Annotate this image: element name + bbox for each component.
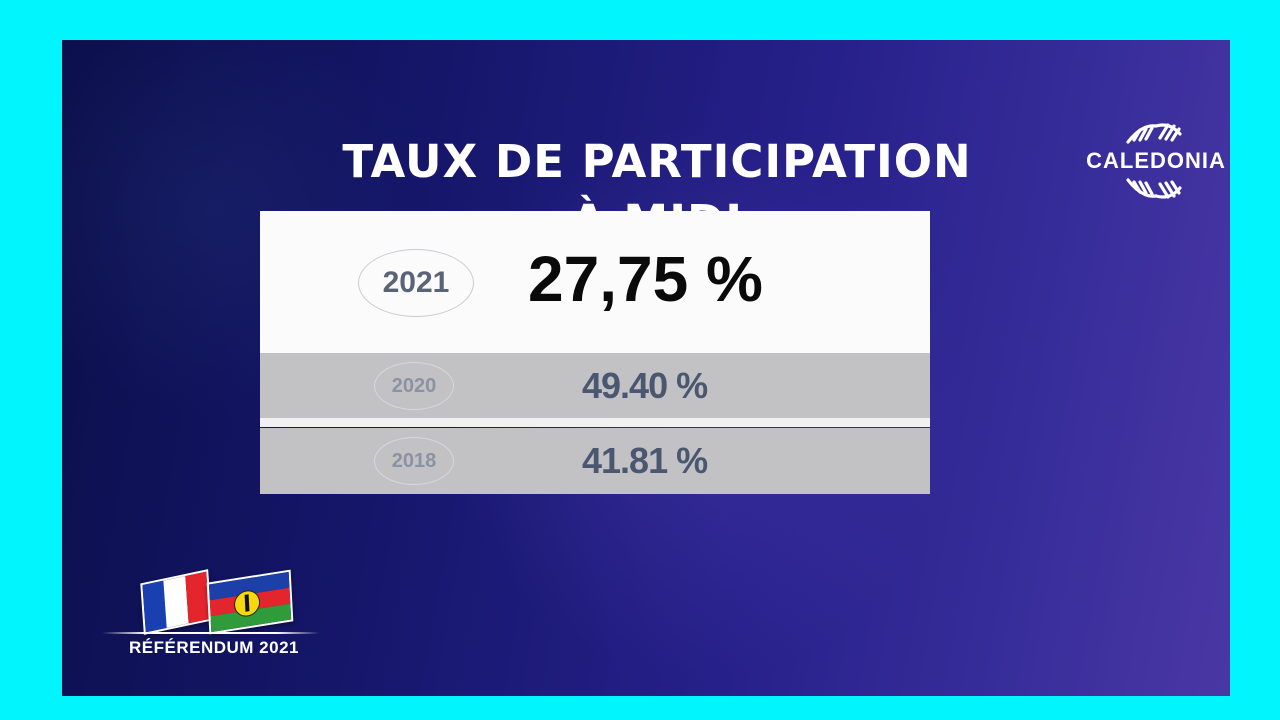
participation-table: 2021 27,75 % 2020 49.40 % 2018 41.81 % [260, 211, 930, 494]
france-flag-icon [140, 569, 212, 635]
table-row-2020: 2020 49.40 % [260, 353, 930, 419]
year-pill: 2020 [374, 362, 454, 410]
turnout-value: 41.81 % [582, 440, 708, 481]
logo-text: CALEDONIA [1086, 148, 1226, 173]
referendum-badge: RÉFÉRENDUM 2021 [102, 569, 322, 670]
year-pill: 2021 [358, 249, 474, 317]
title-line-1: TAUX DE PARTICIPATION [342, 135, 972, 188]
divider [102, 632, 320, 634]
turnout-value: 27,75 % [528, 243, 763, 315]
table-row-2021: 2021 27,75 % [260, 211, 930, 353]
table-row-2018: 2018 41.81 % [260, 428, 930, 494]
caledonia-logo: CALEDONIA [1076, 112, 1230, 208]
logo-bottom-mark-icon [1126, 178, 1182, 199]
year-pill: 2018 [374, 437, 454, 485]
turnout-value: 49.40 % [582, 365, 708, 406]
new-caledonia-flag-icon [206, 569, 294, 635]
row-separator [260, 418, 930, 427]
logo-top-mark-icon [1126, 123, 1182, 144]
referendum-label: RÉFÉRENDUM 2021 [129, 638, 299, 657]
